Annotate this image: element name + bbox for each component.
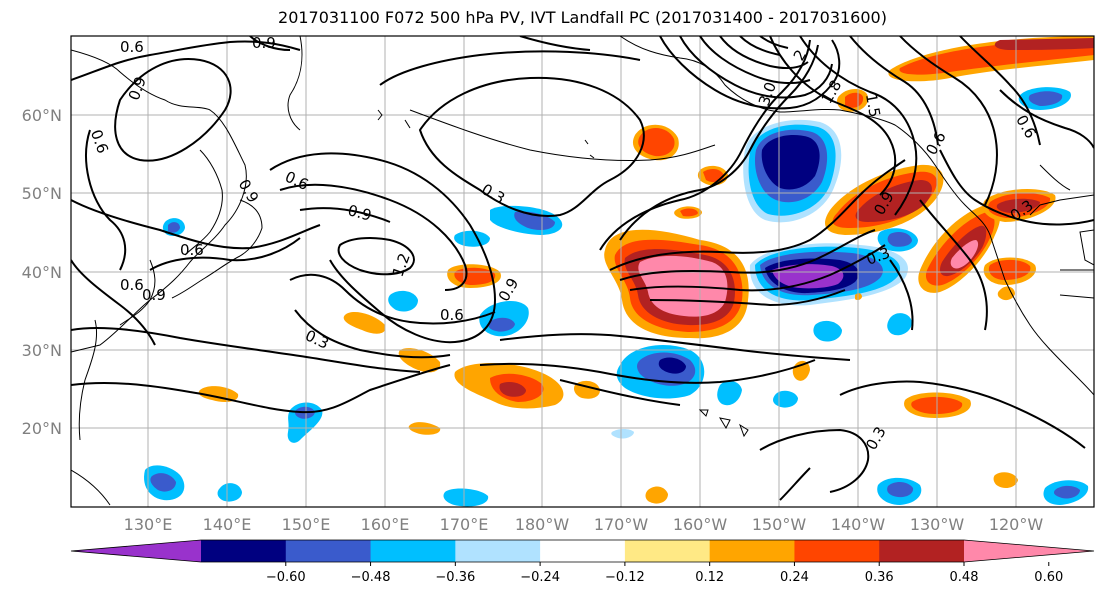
gridlines	[71, 36, 1094, 507]
colorbar-tick-label: 0.48	[950, 570, 979, 585]
contour-label: 0.6	[282, 168, 311, 194]
lon-label: 140°E	[203, 515, 252, 534]
lon-label: 130°W	[910, 515, 965, 534]
latitude-labels: 60°N 50°N 40°N 30°N 20°N	[22, 106, 62, 438]
pv-contours	[71, 36, 1094, 501]
contour-label: 0.9	[346, 201, 374, 225]
shaded-anomalies	[144, 36, 1094, 507]
colorbar-extend-min	[71, 540, 201, 562]
contour-label: 3.0	[755, 80, 780, 109]
colorbar-segment	[709, 540, 795, 562]
colorbar-segment	[540, 540, 626, 562]
coastlines	[71, 36, 1094, 506]
colorbar-segment	[285, 540, 372, 562]
lon-label: 150°W	[752, 515, 807, 534]
colorbar-tick-label: −0.24	[520, 570, 560, 585]
colorbar-tick-label: 0.12	[695, 570, 724, 585]
lat-label-30n: 30°N	[22, 341, 62, 360]
lat-label-50n: 50°N	[22, 184, 62, 203]
colorbar-segment	[624, 540, 711, 562]
longitude-labels: 130°E 140°E 150°E 160°E 170°E 180°W 170°…	[124, 515, 1044, 534]
contour-label: 0.9	[142, 286, 166, 304]
colorbar-segment	[201, 540, 287, 562]
colorbar-segment	[370, 540, 456, 562]
colorbar-tick-label: 0.24	[780, 570, 809, 585]
map-title: 2017031100 F072 500 hPa PV, IVT Landfall…	[278, 8, 887, 27]
colorbar: −0.60 −0.48 −0.36 −0.24 −0.12 0.12 0.24 0.36 0.4…	[70, 539, 1095, 585]
lon-label: 130°E	[124, 515, 173, 534]
lon-label: 160°W	[673, 515, 728, 534]
colorbar-tick-label: −0.12	[605, 570, 645, 585]
lon-label: 140°W	[831, 515, 886, 534]
colorbar-tick-label: −0.36	[435, 570, 475, 585]
map-frame	[70, 35, 1095, 508]
colorbar-segment	[455, 540, 541, 562]
map-area: 0.6 0.9 0.9 0.6 0.6 0.9 0.6 0.6 0.9 1.2 …	[71, 34, 1094, 507]
lon-label: 170°W	[594, 515, 649, 534]
lon-label: 160°E	[361, 515, 410, 534]
lat-label-40n: 40°N	[22, 263, 62, 282]
contour-label: 0.6	[87, 127, 112, 156]
contour-label: 1.2	[389, 251, 414, 280]
colorbar-tick-label: −0.48	[351, 570, 391, 585]
contour-label: 0.9	[252, 34, 276, 52]
contour-label: 0.6	[180, 241, 204, 259]
contour-label: 0.6	[120, 38, 144, 56]
contour-label: 2	[790, 47, 810, 64]
lat-label-20n: 20°N	[22, 419, 62, 438]
colorbar-segment	[794, 540, 880, 562]
contour-label: 0.3	[302, 326, 331, 352]
contour-label: 0.9	[235, 176, 263, 206]
lon-label: 150°E	[282, 515, 331, 534]
lon-label: 180°W	[515, 515, 570, 534]
colorbar-tick-label: 0.60	[1034, 570, 1063, 585]
lat-label-60n: 60°N	[22, 106, 62, 125]
contour-label: 0.6	[440, 306, 464, 324]
lon-label: 170°E	[440, 515, 489, 534]
colorbar-extend-max	[964, 540, 1094, 562]
colorbar-outline	[70, 539, 1095, 563]
contour-label: 1.5	[862, 92, 884, 119]
colorbar-tick-label: 0.36	[865, 570, 894, 585]
colorbar-tick-label: −0.60	[266, 570, 306, 585]
lon-label: 120°W	[989, 515, 1044, 534]
colorbar-segment	[879, 540, 965, 562]
contour-label: 0.6	[120, 276, 144, 294]
